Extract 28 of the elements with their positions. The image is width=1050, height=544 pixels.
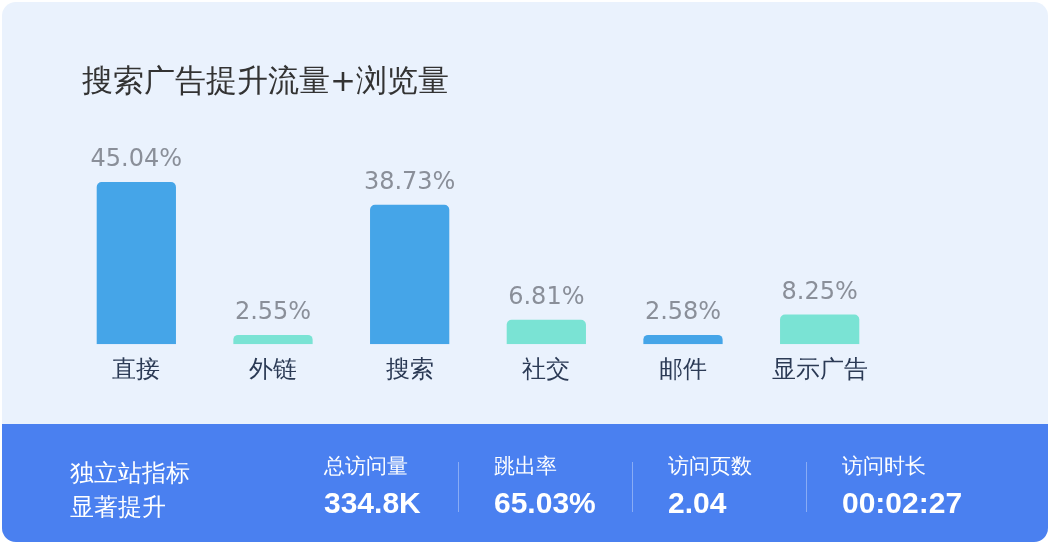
bar [96, 182, 176, 345]
x-tick-label: 社交 [522, 354, 571, 383]
text: 334.8K [324, 486, 421, 520]
bar [370, 204, 450, 345]
bar [780, 314, 860, 345]
data-label: 38.73% [363, 166, 456, 195]
bar [643, 334, 723, 345]
data-label: 8.25% [781, 276, 858, 305]
data-label: 45.04% [90, 144, 183, 173]
text: 65.03% [494, 486, 596, 520]
chart-title: 搜索广告提升流量+浏览量 [82, 61, 449, 100]
text: 00:02:27 [842, 486, 963, 520]
x-tick-label: 邮件 [659, 354, 707, 383]
text: 访问页数 [668, 453, 752, 480]
x-tick-label: 直接 [112, 354, 161, 383]
data-label: 2.55% [234, 297, 312, 326]
x-tick-label: 外链 [249, 354, 297, 383]
text: 独立站指标显著提升 [70, 458, 191, 523]
data-label: 6.81% [508, 281, 585, 310]
x-tick-label: 搜索 [385, 354, 434, 383]
data-label: 2.58% [644, 297, 722, 326]
x-tick-label: 显示广告 [771, 354, 868, 383]
text: 访问时长 [842, 453, 927, 480]
text: 2.04 [668, 486, 728, 520]
bar [233, 335, 313, 345]
text: 跳出率 [494, 453, 558, 480]
text: 总访问量 [324, 453, 409, 480]
bar [506, 319, 586, 345]
